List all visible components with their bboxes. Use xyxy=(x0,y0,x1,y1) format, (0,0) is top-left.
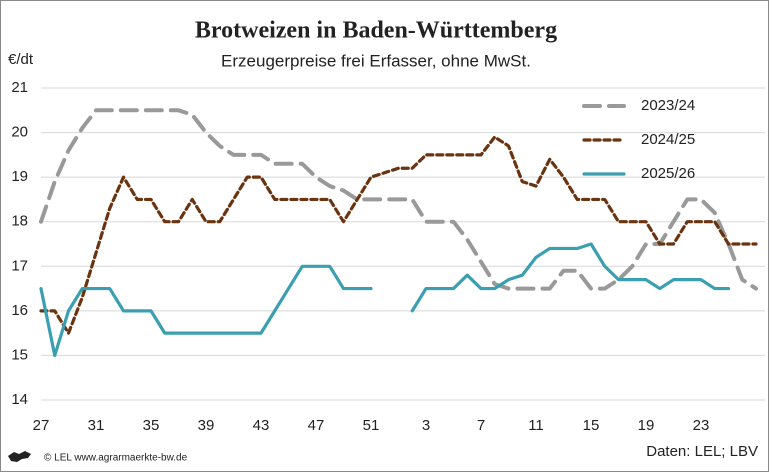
y-tick-label: 19 xyxy=(11,168,28,185)
x-tick-label: 43 xyxy=(253,417,270,434)
credit: © LEL www.agrarmaerkte-bw.de xyxy=(44,453,188,464)
x-tick-label: 19 xyxy=(638,417,655,434)
legend-label: 2023/24 xyxy=(641,97,695,114)
y-tick-label: 18 xyxy=(11,213,28,230)
legend-label: 2024/25 xyxy=(641,131,695,148)
y-tick-label: 21 xyxy=(11,79,28,96)
source: Daten: LEL; LBV xyxy=(646,443,758,460)
chart-title: Brotweizen in Baden-Württemberg xyxy=(195,18,557,44)
x-tick-label: 31 xyxy=(88,417,105,434)
series-line xyxy=(39,242,731,358)
y-axis-label: €/dt xyxy=(8,51,34,68)
series-line xyxy=(39,108,758,291)
x-tick-label: 7 xyxy=(477,417,485,434)
y-tick-label: 14 xyxy=(11,391,28,408)
x-tick-label: 35 xyxy=(143,417,160,434)
y-tick-label: 15 xyxy=(11,346,28,363)
logo xyxy=(8,451,31,462)
y-tick-label: 16 xyxy=(11,302,28,319)
y-tick-label: 17 xyxy=(11,257,28,274)
x-tick-label: 23 xyxy=(693,417,710,434)
chart-subtitle: Erzeugerpreise frei Erfasser, ohne MwSt. xyxy=(221,51,531,70)
x-tick-label: 27 xyxy=(33,417,50,434)
x-tick-label: 11 xyxy=(528,417,544,434)
x-tick-label: 47 xyxy=(308,417,325,434)
y-tick-label: 20 xyxy=(11,124,28,141)
x-tick-label: 51 xyxy=(363,417,380,434)
legend-label: 2025/26 xyxy=(641,165,695,182)
series-line xyxy=(39,135,758,335)
x-tick-label: 3 xyxy=(422,417,430,434)
x-tick-label: 39 xyxy=(198,417,215,434)
x-tick-label: 15 xyxy=(583,417,600,434)
